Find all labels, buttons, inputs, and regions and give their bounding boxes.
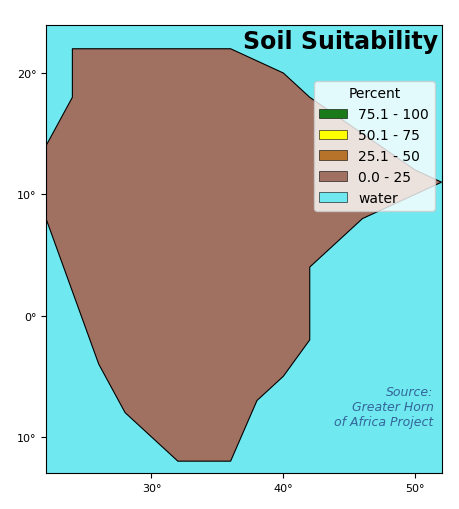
Text: Source:
Greater Horn
of Africa Project: Source: Greater Horn of Africa Project xyxy=(334,386,433,429)
Polygon shape xyxy=(46,50,441,461)
Legend: 75.1 - 100, 50.1 - 75, 25.1 - 50, 0.0 - 25, water: 75.1 - 100, 50.1 - 75, 25.1 - 50, 0.0 - … xyxy=(313,81,434,211)
Text: Soil Suitability: Soil Suitability xyxy=(242,30,437,54)
